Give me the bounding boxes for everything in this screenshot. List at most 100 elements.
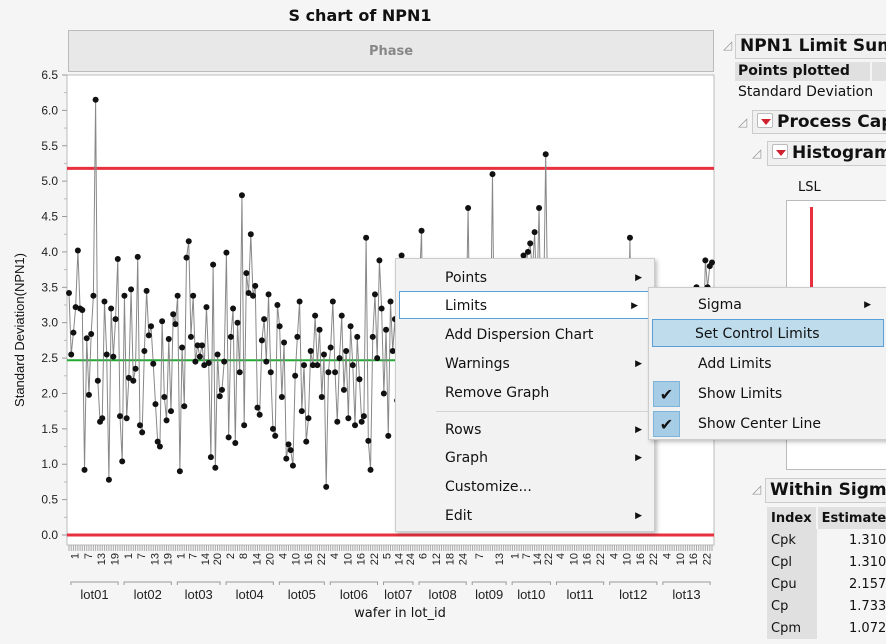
submenu-arrow-icon: ▶: [864, 300, 871, 310]
data-point: [258, 337, 265, 344]
menu-item-remove-graph[interactable]: Remove Graph: [396, 379, 654, 407]
x-tick-label: 1: [123, 553, 135, 559]
data-point: [520, 252, 527, 259]
y-axis-label: Standard Deviation(NPN1): [12, 253, 27, 407]
index-cell: Cpu: [767, 573, 817, 595]
data-point: [108, 305, 115, 312]
index-cell: Cpl: [767, 551, 817, 573]
menu-item-label: Sigma: [698, 297, 742, 313]
lot-bracket: [176, 581, 221, 585]
data-point: [212, 464, 219, 471]
x-tick-label: 16: [688, 553, 700, 565]
menu-item-rows[interactable]: Rows ▶: [396, 416, 654, 444]
red-triangle-menu-icon[interactable]: [772, 144, 788, 159]
data-point: [250, 292, 257, 299]
data-point: [152, 401, 159, 408]
data-point: [345, 415, 352, 422]
disclosure-icon[interactable]: ◿: [752, 146, 762, 160]
y-tick-label: 6.0: [41, 103, 58, 117]
data-point: [225, 434, 232, 441]
data-point: [167, 408, 174, 415]
estimate-cell: 1.310: [849, 532, 886, 548]
menu-item-add-limits[interactable]: Add Limits: [649, 350, 886, 378]
histogram-header[interactable]: Histogram: [767, 141, 886, 166]
process-capability-header[interactable]: Process Capa: [752, 110, 886, 134]
data-point: [125, 374, 132, 381]
data-point: [174, 292, 181, 299]
data-point: [398, 252, 405, 259]
x-tick-label: 10: [568, 553, 580, 565]
data-point: [223, 249, 230, 256]
lot-bracket: [511, 581, 551, 585]
x-tick-label: 20: [265, 553, 277, 565]
data-point: [101, 298, 108, 305]
menu-item-limits[interactable]: Limits ▶: [399, 291, 651, 319]
menu-item-add-dispersion-chart[interactable]: Add Dispersion Chart: [396, 321, 654, 349]
data-point: [243, 270, 250, 277]
data-point: [103, 351, 110, 358]
phase-header[interactable]: Phase: [68, 30, 714, 72]
menu-item-points[interactable]: Points ▶: [396, 264, 654, 292]
menu-item-graph[interactable]: Graph ▶: [396, 444, 654, 472]
data-point: [150, 360, 157, 367]
table-row: Cpm 1.072: [767, 617, 886, 639]
data-point: [269, 425, 276, 432]
data-point: [83, 335, 90, 342]
estimate-cell: 2.157: [849, 576, 886, 592]
menu-item-label: Show Limits: [698, 386, 783, 402]
x-tick-label: 16: [582, 553, 594, 565]
data-point: [278, 394, 285, 400]
data-point: [338, 312, 345, 319]
disclosure-icon[interactable]: ◿: [723, 38, 733, 52]
data-point: [143, 287, 150, 294]
menu-item-customize[interactable]: Customize...: [396, 473, 654, 501]
data-point: [309, 362, 316, 369]
x-axis-label: wafer in lot_id: [354, 606, 446, 621]
data-point: [294, 333, 301, 340]
submenu-arrow-icon: ▶: [635, 511, 642, 521]
data-point: [176, 468, 183, 475]
menu-item-show-limits[interactable]: ✔ Show Limits: [649, 380, 886, 408]
disclosure-icon[interactable]: ◿: [738, 115, 748, 129]
submenu-arrow-icon: ▶: [635, 425, 642, 435]
x-tick-label: 16: [356, 553, 368, 565]
data-point: [389, 348, 396, 354]
estimate-cell: 1.310: [849, 554, 886, 570]
y-tick-label: 2.0: [41, 386, 58, 400]
x-tick-label: 19: [163, 553, 175, 565]
menu-item-set-control-limits[interactable]: Set Control Limits: [652, 319, 884, 347]
x-tick-label: 4: [608, 553, 620, 559]
menu-item-show-center-line[interactable]: ✔ Show Center Line: [649, 410, 886, 438]
within-sigma-header[interactable]: Within Sigma: [765, 478, 886, 503]
data-point: [263, 358, 270, 365]
lot-bracket: [329, 581, 379, 585]
data-point: [307, 348, 314, 354]
data-point: [232, 440, 239, 446]
data-point: [465, 205, 472, 212]
data-point: [314, 362, 321, 369]
x-tick-label: 22: [701, 553, 713, 565]
limit-summary-header[interactable]: NPN1 Limit Summ: [735, 34, 886, 59]
data-point: [276, 323, 283, 330]
data-point: [298, 408, 305, 415]
x-tick-label: 13: [96, 553, 108, 565]
x-tick-label: 14: [532, 553, 544, 565]
data-point: [179, 344, 186, 351]
data-point: [380, 390, 387, 397]
disclosure-icon[interactable]: ◿: [752, 482, 762, 496]
lot-label: lot08: [429, 587, 457, 600]
menu-item-label: Graph: [445, 450, 488, 466]
red-triangle-menu-icon[interactable]: [757, 113, 773, 128]
data-point: [387, 298, 394, 305]
data-point: [305, 415, 312, 422]
menu-item-warnings[interactable]: Warnings ▶: [396, 350, 654, 378]
data-point: [165, 335, 172, 342]
data-point: [327, 344, 334, 351]
data-point: [99, 415, 106, 422]
data-point: [85, 391, 92, 398]
menu-item-edit[interactable]: Edit ▶: [396, 502, 654, 530]
lot-bracket: [70, 581, 119, 585]
lot-bracket: [418, 581, 467, 585]
menu-item-sigma[interactable]: Sigma ▶: [649, 291, 886, 319]
lot-label: lot06: [340, 587, 368, 600]
